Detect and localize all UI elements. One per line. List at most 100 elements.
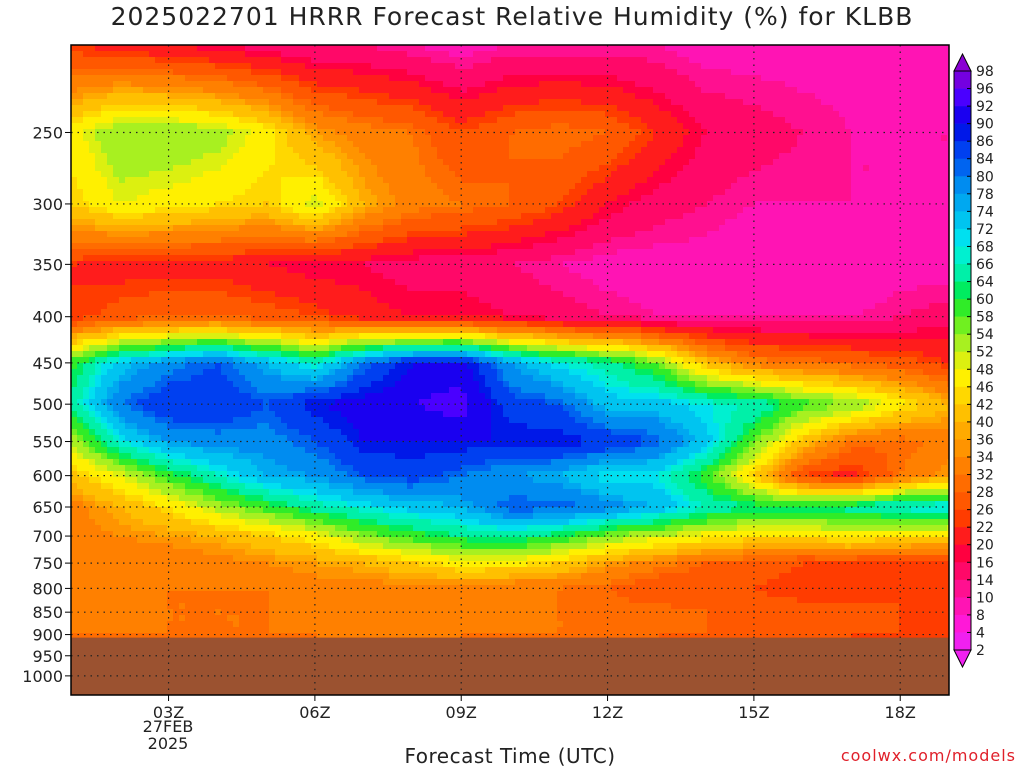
- rh-cell: [701, 219, 708, 226]
- rh-cell: [587, 45, 594, 52]
- rh-cell: [911, 87, 918, 94]
- rh-cell: [299, 225, 306, 232]
- rh-cell: [233, 57, 240, 64]
- rh-cell: [359, 111, 366, 118]
- rh-cell: [527, 165, 534, 172]
- rh-cell: [263, 219, 270, 226]
- rh-cell: [665, 135, 672, 142]
- rh-cell: [683, 231, 690, 238]
- rh-cell: [503, 183, 510, 190]
- rh-cell: [503, 45, 510, 52]
- rh-cell: [713, 129, 720, 136]
- rh-cell: [587, 225, 594, 232]
- rh-cell: [449, 225, 456, 232]
- rh-cell: [887, 153, 894, 160]
- rh-cell: [803, 45, 810, 52]
- rh-cell: [311, 153, 318, 160]
- rh-cell: [581, 147, 588, 154]
- rh-cell: [137, 51, 144, 58]
- rh-cell: [821, 183, 828, 190]
- rh-cell: [89, 81, 96, 88]
- rh-cell: [311, 93, 318, 100]
- rh-cell: [929, 219, 936, 226]
- rh-cell: [89, 213, 96, 220]
- rh-cell: [419, 243, 426, 250]
- rh-cell: [515, 153, 522, 160]
- rh-cell: [821, 105, 828, 112]
- rh-cell: [587, 219, 594, 226]
- rh-cell: [473, 51, 480, 58]
- rh-cell: [485, 69, 492, 76]
- rh-cell: [659, 129, 666, 136]
- rh-cell: [179, 57, 186, 64]
- rh-cell: [677, 231, 684, 238]
- rh-cell: [767, 165, 774, 172]
- rh-cell: [359, 93, 366, 100]
- rh-cell: [779, 99, 786, 106]
- rh-cell: [209, 111, 216, 118]
- rh-cell: [755, 243, 762, 250]
- rh-cell: [155, 117, 162, 124]
- rh-cell: [527, 45, 534, 52]
- rh-cell: [593, 111, 600, 118]
- rh-cell: [131, 141, 138, 148]
- rh-cell: [671, 117, 678, 124]
- rh-cell: [455, 69, 462, 76]
- rh-cell: [881, 117, 888, 124]
- rh-cell: [887, 207, 894, 214]
- rh-cell: [875, 219, 882, 226]
- rh-cell: [317, 99, 324, 106]
- rh-cell: [95, 165, 102, 172]
- rh-cell: [173, 153, 180, 160]
- rh-cell: [269, 99, 276, 106]
- rh-cell: [191, 153, 198, 160]
- rh-cell: [437, 51, 444, 58]
- rh-cell: [827, 93, 834, 100]
- rh-cell: [275, 165, 282, 172]
- rh-cell: [887, 171, 894, 178]
- rh-cell: [473, 69, 480, 76]
- rh-cell: [731, 147, 738, 154]
- rh-cell: [407, 69, 414, 76]
- rh-cell: [335, 147, 342, 154]
- rh-cell: [137, 225, 144, 232]
- rh-cell: [611, 69, 618, 76]
- rh-cell: [209, 213, 216, 220]
- rh-cell: [197, 51, 204, 58]
- rh-cell: [449, 153, 456, 160]
- rh-cell: [263, 153, 270, 160]
- rh-cell: [593, 147, 600, 154]
- rh-cell: [653, 243, 660, 250]
- rh-cell: [689, 225, 696, 232]
- rh-cell: [593, 69, 600, 76]
- rh-cell: [491, 93, 498, 100]
- rh-cell: [767, 159, 774, 166]
- rh-cell: [893, 141, 900, 148]
- rh-cell: [125, 51, 132, 58]
- rh-cell: [665, 195, 672, 202]
- rh-cell: [401, 93, 408, 100]
- rh-cell: [281, 51, 288, 58]
- rh-cell: [155, 165, 162, 172]
- rh-cell: [119, 111, 126, 118]
- rh-cell: [899, 171, 906, 178]
- rh-cell: [947, 225, 954, 232]
- rh-cell: [725, 93, 732, 100]
- rh-cell: [635, 165, 642, 172]
- rh-cell: [845, 189, 852, 196]
- rh-cell: [587, 69, 594, 76]
- rh-cell: [893, 117, 900, 124]
- rh-cell: [761, 147, 768, 154]
- rh-cell: [281, 135, 288, 142]
- rh-cell: [917, 117, 924, 124]
- rh-cell: [605, 153, 612, 160]
- rh-cell: [437, 219, 444, 226]
- rh-cell: [425, 129, 432, 136]
- rh-cell: [173, 207, 180, 214]
- rh-cell: [329, 213, 336, 220]
- rh-cell: [497, 87, 504, 94]
- rh-cell: [479, 207, 486, 214]
- rh-cell: [281, 243, 288, 250]
- rh-cell: [587, 117, 594, 124]
